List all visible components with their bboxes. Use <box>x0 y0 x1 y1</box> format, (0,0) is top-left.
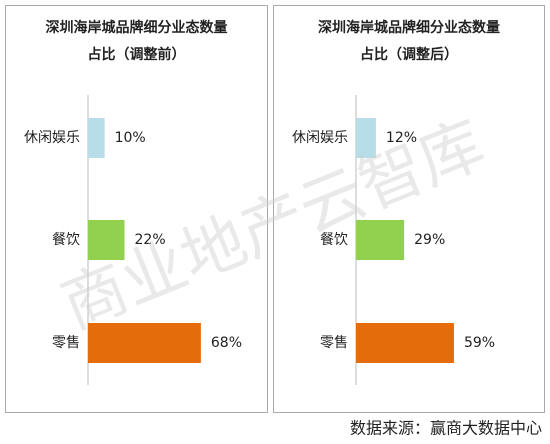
bar <box>88 118 105 158</box>
value-label: 29% <box>414 232 445 248</box>
value-label: 59% <box>464 335 495 351</box>
value-label: 12% <box>386 130 417 146</box>
category-label: 餐饮 <box>320 232 348 248</box>
source: 数据来源：赢商大数据中心 <box>350 419 542 438</box>
category-label: 零售 <box>52 335 80 351</box>
category-label: 休闲娱乐 <box>292 130 348 146</box>
chart-title: 深圳海岸城品牌细分业态数量 <box>46 19 228 36</box>
bar <box>356 323 454 363</box>
value-label: 22% <box>135 232 166 248</box>
category-label: 零售 <box>320 335 348 351</box>
panel-border <box>273 5 545 413</box>
value-label: 68% <box>211 335 242 351</box>
value-label: 10% <box>115 130 146 146</box>
bar <box>88 323 201 363</box>
bar <box>356 220 405 260</box>
panel-border <box>5 5 268 413</box>
chart-title: 深圳海岸城品牌细分业态数量 <box>318 19 500 36</box>
category-label: 休闲娱乐 <box>24 130 80 146</box>
chart-subtitle: 占比（调整后） <box>360 46 458 63</box>
bar <box>88 220 125 260</box>
chart-subtitle: 占比（调整前） <box>88 46 186 63</box>
bar <box>356 118 376 158</box>
category-label: 餐饮 <box>52 232 80 248</box>
